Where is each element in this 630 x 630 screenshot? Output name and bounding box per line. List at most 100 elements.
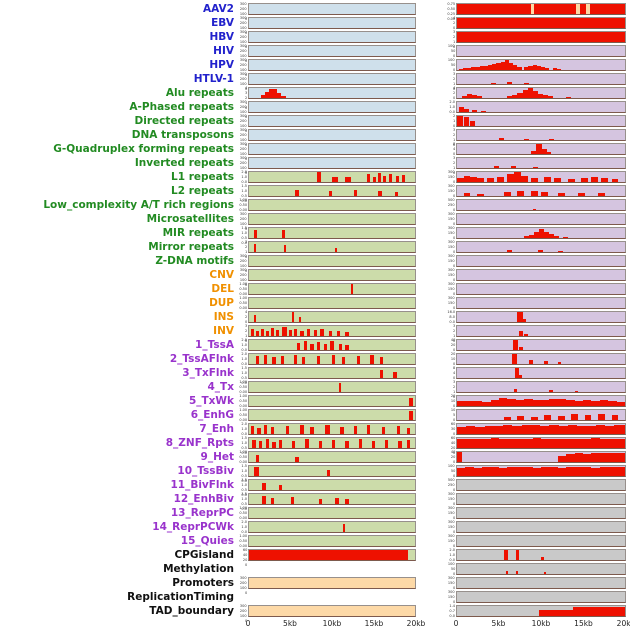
left-panel-slot: 300 200 100 0 (240, 156, 416, 175)
data-bar (557, 193, 565, 196)
track-label: Alu repeats (165, 86, 234, 99)
data-bar (265, 330, 269, 336)
data-bar (465, 438, 474, 448)
data-bar (366, 174, 370, 182)
track-label: L1 repeats (171, 170, 234, 183)
track-label: 3_TxFlnk (182, 366, 234, 379)
data-bar (260, 329, 264, 336)
data-bar (532, 208, 536, 210)
track-row: 14_ReprPCWk 2.0 1.0 0.0 300 150 0 (0, 520, 630, 534)
right-panel-slot: 10 5 0 (451, 408, 626, 422)
right-track-panel (456, 171, 626, 183)
data-bar (524, 67, 529, 70)
data-bar (557, 361, 562, 364)
data-bar (282, 327, 288, 336)
right-panel-slot: 300 150 0 (448, 534, 626, 548)
right-panel-slot: 300 150 0 (448, 254, 626, 268)
data-bar (477, 193, 484, 196)
data-bar (457, 401, 466, 406)
data-bar (574, 439, 583, 448)
track-row: CNV 300 200 100 0 300 150 0 (0, 268, 630, 287)
right-track-panel (456, 535, 626, 547)
left-panel-slot: 300 200 100 0 (240, 100, 416, 119)
data-bar (272, 442, 276, 448)
data-bar (556, 68, 562, 70)
right-panel-slot: 60 30 0 (451, 422, 626, 436)
data-bar (313, 330, 318, 336)
y-axis-tick-labels: 2.0 1.0 0.0 (449, 548, 455, 563)
data-bar (517, 92, 523, 98)
data-bar (389, 173, 393, 182)
x-axis-tick: 0 (453, 619, 459, 628)
data-bar (270, 328, 274, 336)
right-track-panel (456, 59, 626, 71)
y-axis-tick-labels: 500 250 0 (448, 478, 455, 493)
data-bar (514, 388, 518, 392)
data-bar (541, 67, 546, 70)
left-panel-slot: 2.0 1.0 0.0 (241, 170, 416, 184)
right-track-panel (456, 157, 626, 169)
data-bar (512, 354, 517, 364)
y-axis-tick-labels: 0.75 0.50 0.25 0.00 (447, 2, 455, 22)
data-bar (577, 425, 587, 434)
y-axis-tick-labels: 60 30 0 (450, 422, 455, 437)
data-bar (475, 426, 485, 434)
data-bar (519, 375, 522, 378)
data-bar (263, 355, 268, 364)
left-panel-slot: 300 200 100 0 (240, 604, 416, 623)
right-track-panel (456, 521, 626, 533)
right-track-panel (456, 31, 626, 43)
track-row: MIR repeats 1.5 1.0 0.5 0.0 300 150 0 (0, 226, 630, 245)
left-track-panel (248, 297, 416, 309)
y-axis-tick-labels: 300 200 100 0 (240, 604, 247, 624)
data-bar (591, 438, 600, 448)
data-bar (581, 177, 589, 182)
track-label: Microsatellites (146, 212, 234, 225)
data-bar (500, 61, 505, 70)
track-label: INS (213, 310, 234, 323)
data-bar (263, 425, 268, 434)
left-panel-slot: 1.00 0.50 0.00 (239, 450, 416, 464)
data-bar (351, 284, 354, 294)
data-bar (477, 178, 484, 182)
data-bar (253, 315, 256, 322)
y-axis-tick-labels: 300 150 0 (448, 254, 455, 269)
data-bar (268, 89, 274, 98)
data-bar (517, 191, 525, 196)
data-bar (290, 497, 294, 504)
data-bar (395, 191, 399, 196)
right-track-panel (456, 199, 626, 211)
right-track-panel (456, 367, 626, 379)
left-panel-slot: 1.5 1.0 0.5 0.0 (241, 464, 416, 483)
y-axis-tick-labels: 60 40 20 0 (242, 548, 247, 568)
data-bar (292, 441, 296, 448)
left-panel-slot: 300 200 100 0 (240, 30, 416, 49)
data-bar (457, 18, 625, 28)
data-bar (307, 328, 311, 336)
data-bar (310, 344, 314, 350)
track-label: 11_BivFlnk (170, 478, 234, 491)
data-bar (515, 571, 519, 574)
data-bar (470, 177, 478, 182)
data-bar (332, 355, 336, 364)
data-bar (544, 361, 548, 364)
data-bar (471, 67, 476, 70)
data-bar (273, 89, 278, 98)
data-bar (281, 95, 286, 98)
data-bar (345, 331, 349, 336)
track-row: Z-DNA motifs 300 200 100 0 300 150 0 (0, 254, 630, 273)
data-bar (599, 467, 609, 476)
data-bar (520, 176, 528, 182)
y-axis-tick-labels: 300 150 0 (448, 282, 455, 297)
data-bar (532, 399, 541, 406)
track-row: 2_TssAFlnk 2.0 1.0 0.0 20 10 0 (0, 352, 630, 366)
data-bar (340, 427, 344, 434)
left-panel-slot: 2.0 1.0 0.0 (241, 520, 416, 534)
y-axis-tick-labels: 1.00 0.50 0.00 (239, 408, 247, 423)
